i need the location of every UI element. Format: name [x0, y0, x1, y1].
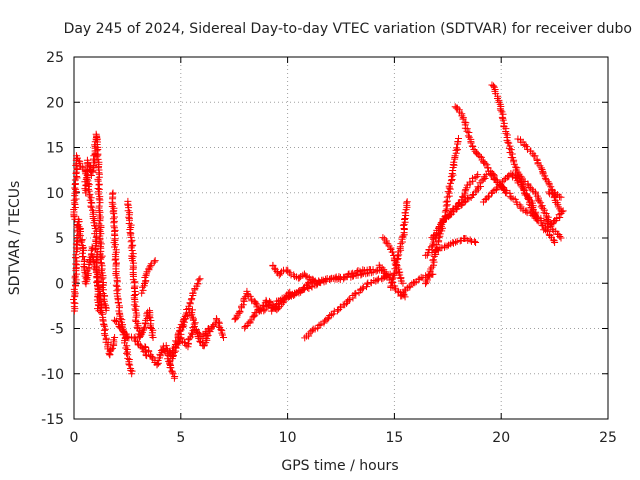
y-tick-label: 20: [46, 95, 64, 111]
y-tick-label: -5: [50, 322, 64, 338]
data-point: [411, 279, 418, 286]
data-point: [151, 258, 158, 265]
data-point: [71, 185, 78, 192]
series-arc-23: [422, 135, 462, 287]
data-point: [72, 290, 79, 297]
y-tick-label: 15: [46, 141, 64, 157]
data-point: [95, 178, 102, 185]
data-points: [70, 82, 567, 382]
data-point: [115, 299, 122, 306]
data-point: [96, 217, 103, 224]
data-point: [80, 253, 87, 260]
data-point: [110, 208, 117, 215]
y-tick-label: 0: [55, 276, 64, 292]
data-point: [397, 240, 404, 247]
series-arc-8: [138, 257, 158, 296]
data-point: [399, 233, 406, 240]
data-point: [351, 291, 358, 298]
data-point: [87, 203, 94, 210]
data-point: [302, 272, 309, 279]
data-point: [471, 238, 478, 245]
y-tick-label: 10: [46, 186, 64, 202]
data-point: [455, 135, 462, 142]
data-point: [130, 253, 137, 260]
x-tick-label: 25: [599, 430, 617, 446]
data-point: [106, 351, 113, 358]
data-point: [373, 268, 380, 275]
data-point: [379, 234, 386, 241]
data-point: [131, 301, 138, 308]
data-point: [132, 291, 139, 298]
data-point: [86, 192, 93, 199]
chart-title: Day 245 of 2024, Sidereal Day-to-day VTE…: [64, 21, 632, 37]
data-point: [503, 130, 510, 137]
data-point: [462, 186, 469, 193]
data-point: [110, 222, 117, 229]
data-point: [171, 375, 178, 382]
data-point: [232, 315, 239, 322]
data-point: [123, 350, 130, 357]
x-tick-label: 5: [176, 430, 185, 446]
series-arc-25: [428, 171, 489, 241]
y-axis-label: SDTVAR / TECUs: [7, 181, 23, 296]
y-tick-label: -15: [41, 412, 64, 428]
data-point: [490, 82, 497, 89]
data-point: [508, 194, 515, 201]
data-point: [101, 330, 108, 337]
data-point: [152, 257, 159, 264]
data-point: [147, 262, 154, 269]
data-point: [188, 295, 195, 302]
data-point: [535, 160, 542, 167]
axis-ticks: 0 5 10 15 20 25 -15 -10 -5 0 5 10 15 20 25: [41, 50, 617, 446]
data-point: [317, 321, 324, 328]
data-point: [124, 355, 131, 362]
x-tick-label: 10: [279, 430, 297, 446]
y-tick-label: -10: [41, 367, 64, 383]
data-point: [126, 220, 133, 227]
data-point: [128, 238, 135, 245]
data-point: [125, 207, 132, 214]
data-point: [499, 115, 506, 122]
data-point: [186, 299, 193, 306]
data-point: [126, 362, 133, 369]
x-tick-label: 0: [70, 430, 79, 446]
sdtvar-chart: Day 245 of 2024, Sidereal Day-to-day VTE…: [0, 0, 640, 480]
x-axis-label: GPS time / hours: [281, 458, 398, 474]
series-arc-17: [285, 266, 376, 300]
data-point: [301, 334, 308, 341]
y-tick-label: 25: [46, 50, 64, 66]
data-point: [71, 299, 78, 306]
y-tick-label: 5: [55, 231, 64, 247]
series-arc-30: [480, 171, 565, 242]
data-point: [88, 247, 95, 254]
x-tick-label: 20: [492, 430, 510, 446]
data-point: [284, 268, 291, 275]
data-point: [195, 276, 202, 283]
data-point: [404, 198, 411, 205]
data-point: [400, 222, 407, 229]
x-tick-label: 15: [385, 430, 403, 446]
data-point: [71, 300, 78, 307]
data-point: [100, 321, 107, 328]
data-point: [127, 367, 134, 374]
